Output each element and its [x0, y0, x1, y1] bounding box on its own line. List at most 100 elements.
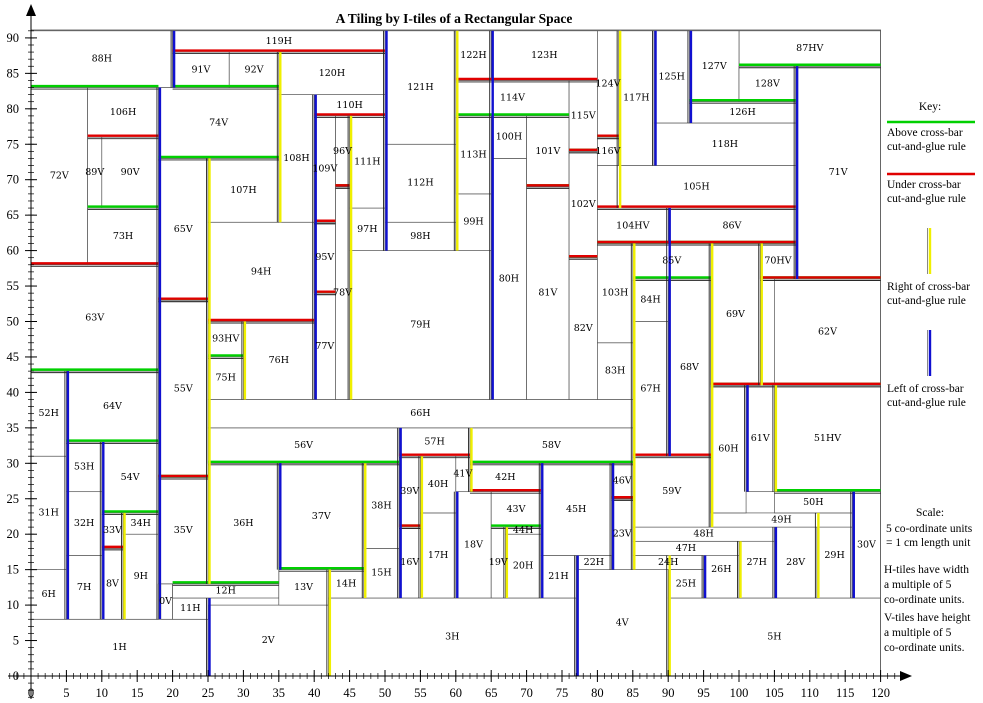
- y-tick-label: 0: [13, 669, 19, 683]
- tile-label: 93HV: [212, 334, 239, 345]
- y-tick-label: 50: [7, 315, 20, 329]
- tile-97h: [349, 207, 386, 251]
- tile-label: 105H: [683, 181, 709, 192]
- y-tick-label: 45: [7, 350, 20, 364]
- tile-35v: [158, 477, 209, 585]
- tile-37v: [278, 462, 365, 570]
- tile-label: 70HV: [764, 256, 791, 267]
- tile-label: 94H: [251, 266, 271, 277]
- key-heading: Key:: [919, 101, 941, 113]
- tile-label: 128V: [755, 78, 780, 89]
- tile-label: 96V: [333, 146, 352, 157]
- tile-label: 25H: [676, 578, 696, 589]
- tile-label: 91V: [191, 64, 210, 75]
- tile-92v: [228, 51, 280, 88]
- tile-label: 81V: [538, 288, 557, 299]
- tile-81v: [526, 186, 570, 400]
- tile-94h: [207, 221, 315, 322]
- tile-117h: [618, 30, 655, 166]
- x-tick-label: 105: [765, 686, 784, 700]
- tile-68v: [667, 278, 712, 457]
- tile-label: 11H: [180, 603, 200, 614]
- tile-label: 39V: [400, 486, 419, 497]
- key-text-right: cut-and-glue rule: [887, 295, 966, 307]
- tile-label: 107H: [230, 185, 256, 196]
- tile-label: 5H: [767, 632, 781, 643]
- x-tick-label: 40: [308, 686, 321, 700]
- tile-123h: [490, 30, 598, 81]
- x-tick-label: 65: [485, 686, 498, 700]
- tile-label: 17H: [428, 550, 448, 561]
- tile-label: 23V: [613, 529, 632, 540]
- tile-label: 35V: [174, 525, 193, 536]
- tile-label: 84H: [640, 295, 660, 306]
- tile-79h: [349, 250, 492, 400]
- tile-label: 33V: [103, 525, 122, 536]
- tile-label: 75H: [216, 373, 236, 384]
- tile-label: 24H: [658, 557, 678, 568]
- tile-102v: [568, 150, 598, 259]
- tile-label: 110H: [336, 100, 362, 111]
- tile-label: 41V: [453, 468, 472, 479]
- x-tick-label: 50: [379, 686, 392, 700]
- tile-80h: [490, 158, 527, 400]
- y-tick-label: 35: [7, 421, 20, 435]
- y-tick-label: 75: [7, 137, 20, 151]
- tile-label: 86V: [722, 220, 741, 231]
- tile-21h: [540, 555, 577, 599]
- x-tick-label: 120: [871, 686, 890, 700]
- tile-label: 109V: [312, 164, 337, 175]
- y-tick-label: 80: [7, 102, 20, 116]
- x-tick-label: 70: [520, 686, 533, 700]
- tile-105h: [597, 165, 796, 209]
- tile-93hv: [207, 321, 244, 358]
- tile-51hv: [774, 384, 881, 493]
- tile-label: 108H: [283, 153, 309, 164]
- y-tick-label: 85: [7, 66, 20, 80]
- tile-112h: [384, 143, 457, 223]
- tile-label: 49H: [771, 515, 791, 526]
- scale-text: = 1 cm length unit: [886, 537, 971, 549]
- tile-7h: [66, 555, 103, 620]
- tile-label: 114V: [500, 93, 525, 104]
- tile-label: 18V: [464, 539, 483, 550]
- y-tick-label: 70: [7, 173, 20, 187]
- y-tick-label: 20: [7, 527, 20, 541]
- tile-17h: [420, 512, 457, 599]
- tile-label: 80H: [499, 273, 519, 284]
- tile-label: 73H: [113, 231, 133, 242]
- y-tick-label: 55: [7, 279, 20, 293]
- tile-66h: [207, 399, 634, 429]
- tile-84h: [632, 278, 669, 322]
- tile-118h: [653, 122, 796, 166]
- tile-label: 8V: [106, 578, 119, 589]
- tile-30v: [851, 491, 881, 599]
- x-tick-label: 20: [166, 686, 179, 700]
- tile-72v: [30, 87, 88, 266]
- tile-label: 111H: [354, 156, 380, 167]
- tile-label: 12H: [216, 585, 236, 596]
- tile-label: 126H: [729, 107, 755, 118]
- tile-label: 46V: [613, 476, 632, 487]
- tile-label: 27H: [747, 557, 767, 568]
- tile-label: 34H: [131, 518, 151, 529]
- tile-45h: [540, 462, 612, 556]
- x-tick-label: 55: [414, 686, 427, 700]
- tile-88h: [30, 30, 173, 88]
- tile-69v: [710, 243, 761, 386]
- tile-label: 44H: [513, 525, 533, 536]
- tile-label: 79H: [410, 320, 430, 331]
- y-tick-label: 60: [7, 244, 20, 258]
- tile-label: 106H: [110, 107, 136, 118]
- tile-label: 3H: [445, 632, 459, 643]
- key-panel: Key: Above cross-bar cut-and-glue rule Unde…: [887, 101, 975, 409]
- tile-label: 90V: [121, 167, 140, 178]
- tile-label: 85V: [662, 256, 681, 267]
- tile-label: 98H: [410, 231, 430, 242]
- tile-label: 117H: [623, 93, 649, 104]
- tile-18v: [455, 491, 492, 599]
- tile-label: 123H: [531, 50, 557, 61]
- x-tick-label: 95: [697, 686, 710, 700]
- tile-31h: [30, 455, 67, 570]
- note-text: V-tiles have height: [884, 612, 971, 624]
